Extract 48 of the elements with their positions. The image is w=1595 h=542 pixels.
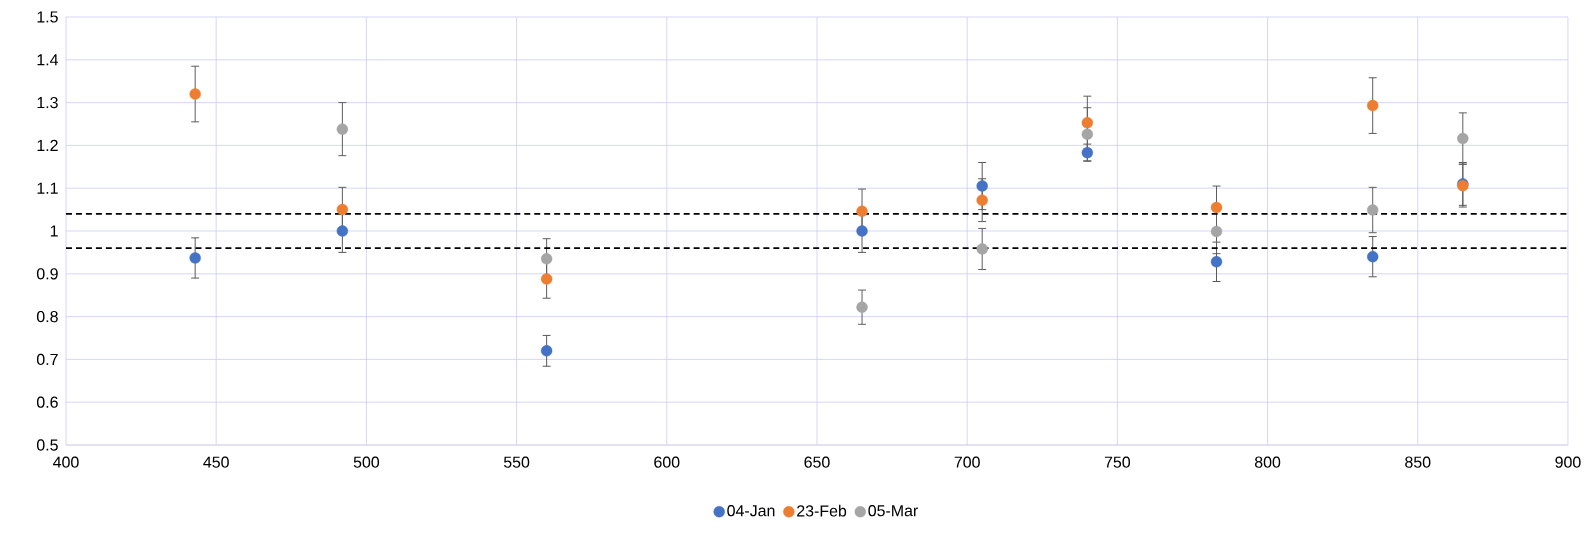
x-tick-label: 900 (1555, 456, 1581, 468)
point (1457, 132, 1469, 145)
point (976, 180, 988, 192)
point (189, 88, 201, 100)
point (1367, 204, 1379, 216)
point (1081, 117, 1094, 129)
point (540, 345, 553, 357)
y-tick-label: 0.5 (36, 439, 58, 451)
y-tick-label: 0.9 (36, 268, 58, 280)
point (976, 194, 988, 206)
point (1210, 225, 1223, 238)
point (976, 243, 988, 255)
y-tick-label: 1.3 (37, 96, 58, 109)
x-tick-label: 600 (654, 456, 680, 468)
y-tick-label: 1.2 (37, 139, 58, 151)
point (336, 203, 349, 216)
y-tick-label: 1.5 (37, 11, 58, 23)
point (540, 273, 553, 285)
point (1081, 128, 1094, 140)
legend-label: 23-Feb (797, 504, 847, 517)
y-tick-label: 1.4 (37, 54, 59, 66)
y-tick-label: 0.8 (36, 310, 58, 323)
x-tick-label: 800 (1254, 456, 1281, 468)
point (1367, 99, 1379, 112)
point (856, 301, 868, 313)
x-tick-label: 500 (353, 456, 380, 468)
legend-label: 05-Mar (868, 505, 918, 517)
point (336, 225, 349, 237)
point (856, 225, 868, 237)
x-tick-label: 650 (804, 456, 830, 468)
y-tick-label: 0.7 (36, 353, 58, 366)
x-tick-label: 400 (53, 456, 79, 468)
y-tick-label: 1.1 (37, 182, 58, 194)
x-tick-label: 700 (954, 456, 980, 468)
point (336, 123, 349, 135)
legend-label: 04-Jan (727, 505, 775, 517)
point (1367, 251, 1379, 263)
x-tick-label: 550 (503, 456, 530, 468)
y-tick-label: 1 (50, 225, 58, 237)
x-tick-label: 850 (1405, 456, 1431, 468)
x-tick-label: 450 (203, 456, 229, 468)
point (189, 252, 201, 264)
point (540, 253, 553, 265)
x-tick-label: 750 (1104, 456, 1131, 468)
y-tick-label: 0.6 (36, 396, 58, 408)
point (1210, 201, 1223, 214)
point (1210, 256, 1223, 268)
point (856, 205, 868, 217)
